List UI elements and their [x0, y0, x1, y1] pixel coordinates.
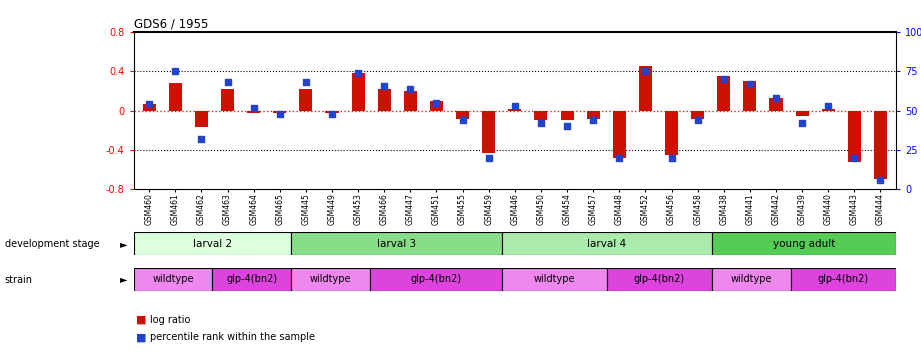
Bar: [822, 109, 834, 111]
Bar: [291, 268, 370, 291]
Point: [664, 155, 679, 161]
Point: [717, 76, 731, 82]
Text: wildtype: wildtype: [310, 274, 352, 285]
Bar: [508, 109, 521, 111]
Bar: [612, 111, 626, 158]
Point: [246, 105, 261, 110]
Text: strain: strain: [5, 275, 32, 285]
Bar: [299, 89, 312, 111]
Text: larval 4: larval 4: [588, 238, 626, 249]
Text: wildtype: wildtype: [152, 274, 193, 285]
Text: glp-4(bn2): glp-4(bn2): [227, 274, 277, 285]
Bar: [791, 268, 896, 291]
Bar: [717, 76, 730, 111]
Bar: [291, 232, 502, 255]
Bar: [195, 111, 208, 127]
Text: GDS6 / 1955: GDS6 / 1955: [134, 18, 208, 31]
Bar: [403, 91, 417, 111]
Point: [873, 177, 888, 183]
Bar: [587, 111, 600, 119]
Bar: [874, 111, 887, 179]
Bar: [169, 83, 181, 111]
Point: [377, 83, 391, 89]
Bar: [561, 111, 574, 121]
Bar: [325, 111, 339, 113]
Text: ■: ■: [136, 332, 146, 342]
Point: [168, 69, 182, 74]
Bar: [691, 111, 705, 119]
Text: larval 2: larval 2: [192, 238, 232, 249]
Point: [795, 120, 810, 126]
Bar: [483, 111, 495, 153]
Point: [507, 103, 522, 109]
Bar: [247, 111, 261, 113]
Point: [821, 103, 835, 109]
Bar: [502, 268, 607, 291]
Bar: [378, 89, 391, 111]
Text: ►: ►: [120, 275, 127, 285]
Point: [612, 155, 626, 161]
Point: [220, 80, 235, 85]
Point: [455, 117, 470, 123]
Bar: [743, 81, 756, 111]
Point: [194, 136, 209, 142]
Bar: [502, 232, 712, 255]
Bar: [796, 111, 809, 116]
Bar: [456, 111, 469, 119]
Point: [403, 86, 418, 91]
Bar: [352, 74, 365, 111]
Bar: [143, 104, 156, 111]
Text: wildtype: wildtype: [730, 274, 772, 285]
Text: larval 3: larval 3: [377, 238, 416, 249]
Point: [533, 120, 548, 126]
Point: [273, 111, 287, 117]
Text: log ratio: log ratio: [150, 315, 191, 325]
Point: [429, 100, 444, 106]
Point: [482, 155, 496, 161]
Bar: [712, 268, 791, 291]
Bar: [769, 98, 783, 111]
Bar: [534, 111, 547, 121]
Point: [298, 80, 313, 85]
Bar: [213, 268, 291, 291]
Point: [586, 117, 600, 123]
Bar: [665, 111, 678, 155]
Text: development stage: development stage: [5, 239, 99, 249]
Text: percentile rank within the sample: percentile rank within the sample: [150, 332, 315, 342]
Text: ■: ■: [136, 315, 146, 325]
Bar: [134, 232, 291, 255]
Bar: [134, 268, 213, 291]
Point: [769, 95, 784, 101]
Bar: [274, 111, 286, 113]
Point: [690, 117, 705, 123]
Bar: [639, 66, 652, 111]
Point: [638, 69, 653, 74]
Bar: [370, 268, 502, 291]
Text: wildtype: wildtype: [533, 274, 575, 285]
Bar: [607, 268, 712, 291]
Bar: [430, 101, 443, 111]
Point: [325, 111, 340, 117]
Text: glp-4(bn2): glp-4(bn2): [818, 274, 869, 285]
Point: [351, 70, 366, 76]
Bar: [221, 89, 234, 111]
Point: [847, 155, 862, 161]
Bar: [848, 111, 861, 162]
Point: [560, 124, 575, 129]
Text: glp-4(bn2): glp-4(bn2): [634, 274, 685, 285]
Point: [142, 101, 157, 107]
Bar: [712, 232, 896, 255]
Text: glp-4(bn2): glp-4(bn2): [411, 274, 461, 285]
Point: [742, 81, 757, 87]
Text: young adult: young adult: [773, 238, 835, 249]
Text: ►: ►: [120, 239, 127, 249]
